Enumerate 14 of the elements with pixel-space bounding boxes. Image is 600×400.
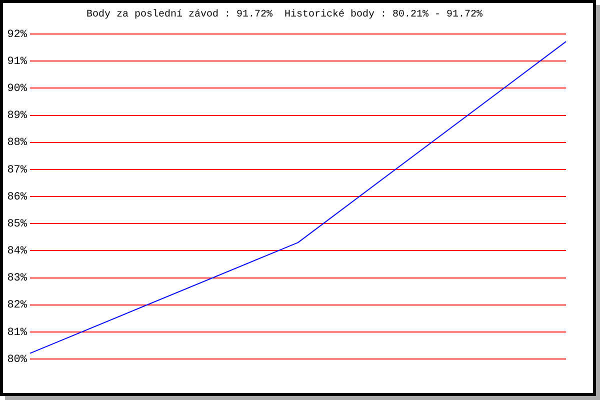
y-tick-label: 85% [7,218,28,230]
y-tick-label: 90% [7,83,28,96]
y-tick-label: 86% [7,191,28,204]
y-tick-label: 91% [7,56,28,68]
chart-title: Body za poslední závod : 91.72% Historické body : 80.21% - 91.72% [86,8,483,21]
y-tick-label: 88% [7,137,28,150]
y-tick-label: 92% [7,28,28,41]
y-tick-label: 82% [7,300,28,312]
y-tick-label: 80% [7,354,28,366]
y-tick-label: 87% [7,164,28,176]
y-tick-label: 81% [7,326,28,339]
y-tick-label: 84% [7,246,28,258]
y-tick-label: 83% [7,272,28,285]
y-tick-label: 89% [7,110,28,122]
